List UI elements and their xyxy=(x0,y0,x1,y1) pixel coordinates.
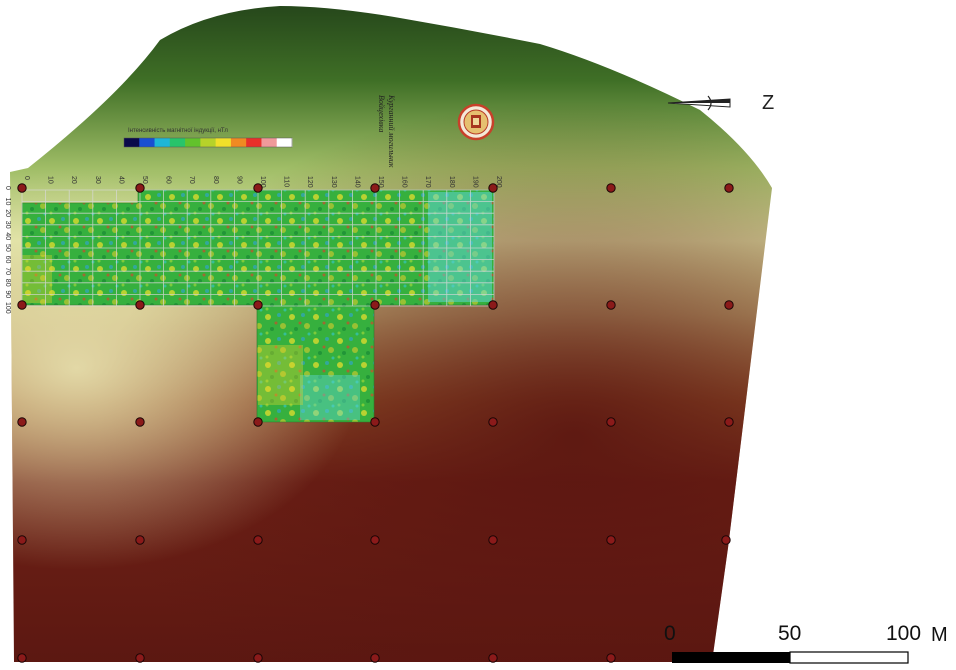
grid-marker xyxy=(724,183,734,193)
x-tick-label: 70 xyxy=(188,176,195,184)
x-tick-label: 0 xyxy=(23,176,30,180)
north-arrow-icon xyxy=(667,95,731,111)
x-tick-label: 60 xyxy=(165,176,172,184)
x-tick-label: 200 xyxy=(495,176,502,188)
scale-label-0: 0 xyxy=(664,622,676,645)
scale-label-50: 50 xyxy=(778,622,802,645)
x-tick-label: 100 xyxy=(259,176,266,188)
grid-marker xyxy=(135,183,145,193)
legend-swatch xyxy=(230,138,247,147)
grid-marker xyxy=(488,653,498,663)
x-tick-label: 30 xyxy=(94,176,101,184)
x-tick-label: 140 xyxy=(353,176,360,188)
grid-marker xyxy=(135,653,145,663)
x-tick-label: 20 xyxy=(70,176,77,184)
x-tick-label: 170 xyxy=(424,176,431,188)
scale-bar xyxy=(672,651,909,664)
scale-label-100: 100 xyxy=(886,622,922,645)
grid-marker xyxy=(17,653,27,663)
y-tick-label: 100 xyxy=(4,302,11,314)
grid-marker xyxy=(370,183,380,193)
legend-colorbar xyxy=(123,137,293,148)
x-tick-label: 80 xyxy=(212,176,219,184)
y-tick-label: 30 xyxy=(4,221,11,229)
scale-unit: М xyxy=(931,624,948,646)
x-tick-label: 120 xyxy=(306,176,313,188)
x-tick-label: 180 xyxy=(448,176,455,188)
grid-marker xyxy=(370,535,380,545)
x-tick-label: 50 xyxy=(141,176,148,184)
legend-swatch xyxy=(154,138,171,147)
grid-marker xyxy=(606,300,616,310)
legend-swatch xyxy=(200,138,217,147)
y-tick-label: 20 xyxy=(4,209,11,217)
grid-marker xyxy=(17,183,27,193)
grid-marker xyxy=(370,653,380,663)
grid-marker xyxy=(488,417,498,427)
grid-marker xyxy=(370,300,380,310)
survey-grid xyxy=(21,189,495,307)
grid-marker xyxy=(606,417,616,427)
legend-swatch xyxy=(215,138,232,147)
north-label: Z xyxy=(762,92,775,114)
x-tick-label: 190 xyxy=(471,176,478,188)
site-caption: Курганний могильник Войцехівка xyxy=(376,95,396,195)
x-tick-label: 130 xyxy=(330,176,337,188)
legend-swatch xyxy=(139,138,156,147)
grid-marker xyxy=(488,183,498,193)
grid-marker xyxy=(721,535,731,545)
grid-marker xyxy=(135,535,145,545)
x-tick-label: 90 xyxy=(235,176,242,184)
x-tick-label: 10 xyxy=(47,176,54,184)
legend-title: Інтенсивність магнітної індукції, нТл xyxy=(128,128,228,134)
grid-marker xyxy=(17,535,27,545)
x-tick-label: 160 xyxy=(401,176,408,188)
emblem-logo xyxy=(457,103,495,141)
grid-marker xyxy=(17,417,27,427)
x-axis-ticks: 0 10 20 30 40 50 60 70 80 90 100 110 120 130 140 150 160… xyxy=(23,176,502,188)
x-tick-label: 110 xyxy=(283,176,290,187)
legend-swatch xyxy=(276,138,293,147)
grid-markers xyxy=(17,183,734,663)
grid-marker xyxy=(253,535,263,545)
y-tick-label: 40 xyxy=(4,232,11,240)
grid-marker xyxy=(724,300,734,310)
y-tick-label: 50 xyxy=(4,244,11,252)
x-tick-label: 150 xyxy=(377,176,384,188)
y-tick-label: 0 xyxy=(4,186,11,190)
grid-marker xyxy=(253,653,263,663)
legend-swatch xyxy=(246,138,262,147)
grid-marker xyxy=(253,183,263,193)
y-axis-ticks: 0 10 20 30 40 50 60 70 80 90 100 xyxy=(4,186,11,314)
legend-swatch xyxy=(185,138,201,147)
caption-line: Войцехівка xyxy=(377,95,386,133)
grid-marker xyxy=(253,417,263,427)
caption-line: могильник xyxy=(387,132,396,168)
y-tick-label: 90 xyxy=(4,290,11,298)
legend-frame xyxy=(123,137,293,148)
grid-marker xyxy=(724,417,734,427)
grid-marker xyxy=(606,535,616,545)
legend-swatch xyxy=(124,138,140,147)
y-tick-label: 80 xyxy=(4,279,11,287)
grid-marker xyxy=(135,300,145,310)
grid-marker xyxy=(253,300,263,310)
legend-swatch xyxy=(169,138,186,147)
y-tick-label: 70 xyxy=(4,267,11,275)
legend-swatch xyxy=(261,138,278,147)
grid-marker xyxy=(488,300,498,310)
grid-marker xyxy=(370,417,380,427)
x-tick-label: 40 xyxy=(117,176,124,184)
grid-marker xyxy=(135,417,145,427)
y-tick-label: 10 xyxy=(4,198,11,206)
grid-marker xyxy=(488,535,498,545)
y-tick-label: 60 xyxy=(4,256,11,264)
caption-line: Курганний xyxy=(387,95,396,131)
grid-marker xyxy=(606,653,616,663)
grid-marker xyxy=(17,300,27,310)
grid-marker xyxy=(606,183,616,193)
